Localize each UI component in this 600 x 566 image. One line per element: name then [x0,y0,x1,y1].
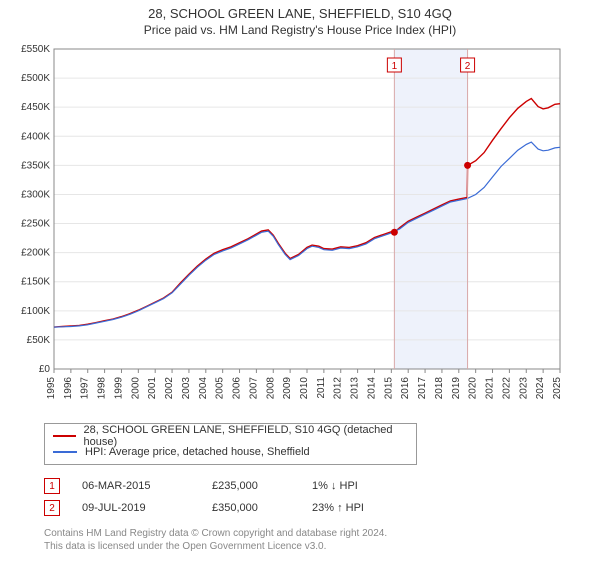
sales-row: 2 09-JUL-2019 £350,000 23% ↑ HPI [44,497,600,519]
legend-label: 28, SCHOOL GREEN LANE, SHEFFIELD, S10 4G… [84,424,408,448]
svg-text:2: 2 [465,61,471,72]
svg-text:2008: 2008 [265,377,276,400]
svg-text:2017: 2017 [417,377,428,400]
page-subtitle: Price paid vs. HM Land Registry's House … [0,23,600,37]
sale-price: £350,000 [212,502,312,514]
sale-hpi-delta: 23% ↑ HPI [312,502,402,514]
svg-text:2006: 2006 [232,377,243,400]
svg-text:2009: 2009 [282,377,293,400]
svg-text:£50K: £50K [27,335,51,346]
footer-line: Contains HM Land Registry data © Crown c… [44,527,600,540]
svg-text:2004: 2004 [198,377,209,400]
legend-swatch-hpi [53,451,77,453]
sale-date: 06-MAR-2015 [82,480,212,492]
svg-text:2005: 2005 [215,377,226,400]
page-title: 28, SCHOOL GREEN LANE, SHEFFIELD, S10 4G… [0,6,600,21]
sale-badge: 2 [44,500,60,516]
svg-text:2023: 2023 [518,377,529,400]
svg-text:£250K: £250K [21,219,50,230]
sale-date: 09-JUL-2019 [82,502,212,514]
svg-text:£100K: £100K [21,306,50,317]
svg-text:£450K: £450K [21,102,50,113]
svg-text:2003: 2003 [181,377,192,400]
svg-text:£200K: £200K [21,248,50,259]
svg-text:£550K: £550K [21,44,50,55]
sale-hpi-delta: 1% ↓ HPI [312,480,402,492]
svg-text:2012: 2012 [333,377,344,400]
svg-text:2019: 2019 [451,377,462,400]
svg-text:2000: 2000 [130,377,141,400]
svg-text:2016: 2016 [400,377,411,400]
svg-text:2013: 2013 [350,377,361,400]
svg-text:2002: 2002 [164,377,175,400]
svg-text:2021: 2021 [485,377,496,400]
sales-row: 1 06-MAR-2015 £235,000 1% ↓ HPI [44,475,600,497]
sale-price: £235,000 [212,480,312,492]
svg-text:2015: 2015 [383,377,394,400]
footer-attribution: Contains HM Land Registry data © Crown c… [44,527,600,553]
legend-item-subject: 28, SCHOOL GREEN LANE, SHEFFIELD, S10 4G… [53,428,408,444]
svg-text:1999: 1999 [113,377,124,400]
legend-swatch-subject [53,435,76,437]
svg-text:1998: 1998 [97,377,108,400]
sales-table: 1 06-MAR-2015 £235,000 1% ↓ HPI 2 09-JUL… [44,475,600,519]
price-chart: £0 £50K £100K £150K £200K £250K £300K £350K £400… [10,43,570,413]
svg-text:2024: 2024 [535,377,546,400]
sale-badge-number: 1 [49,481,55,492]
svg-text:1996: 1996 [63,377,74,400]
svg-text:2011: 2011 [316,377,327,399]
svg-text:£0: £0 [39,364,51,375]
svg-text:2014: 2014 [366,377,377,400]
svg-text:1: 1 [392,61,398,72]
svg-text:1997: 1997 [80,377,91,400]
svg-text:2007: 2007 [248,377,259,400]
svg-text:2018: 2018 [434,377,445,400]
svg-text:£350K: £350K [21,160,50,171]
svg-text:£400K: £400K [21,131,50,142]
svg-text:2022: 2022 [501,377,512,400]
page-root: 28, SCHOOL GREEN LANE, SHEFFIELD, S10 4G… [0,6,600,566]
svg-text:£500K: £500K [21,73,50,84]
svg-text:£150K: £150K [21,277,50,288]
svg-text:2020: 2020 [468,377,479,400]
sale-badge-number: 2 [49,503,55,514]
footer-line: This data is licensed under the Open Gov… [44,540,600,553]
sale-badge: 1 [44,478,60,494]
svg-text:1995: 1995 [46,377,57,400]
legend: 28, SCHOOL GREEN LANE, SHEFFIELD, S10 4G… [44,423,417,465]
svg-text:2010: 2010 [299,377,310,400]
svg-text:2001: 2001 [147,377,158,400]
legend-label: HPI: Average price, detached house, Shef… [85,446,310,458]
svg-text:2025: 2025 [552,377,563,400]
svg-text:£300K: £300K [21,189,50,200]
